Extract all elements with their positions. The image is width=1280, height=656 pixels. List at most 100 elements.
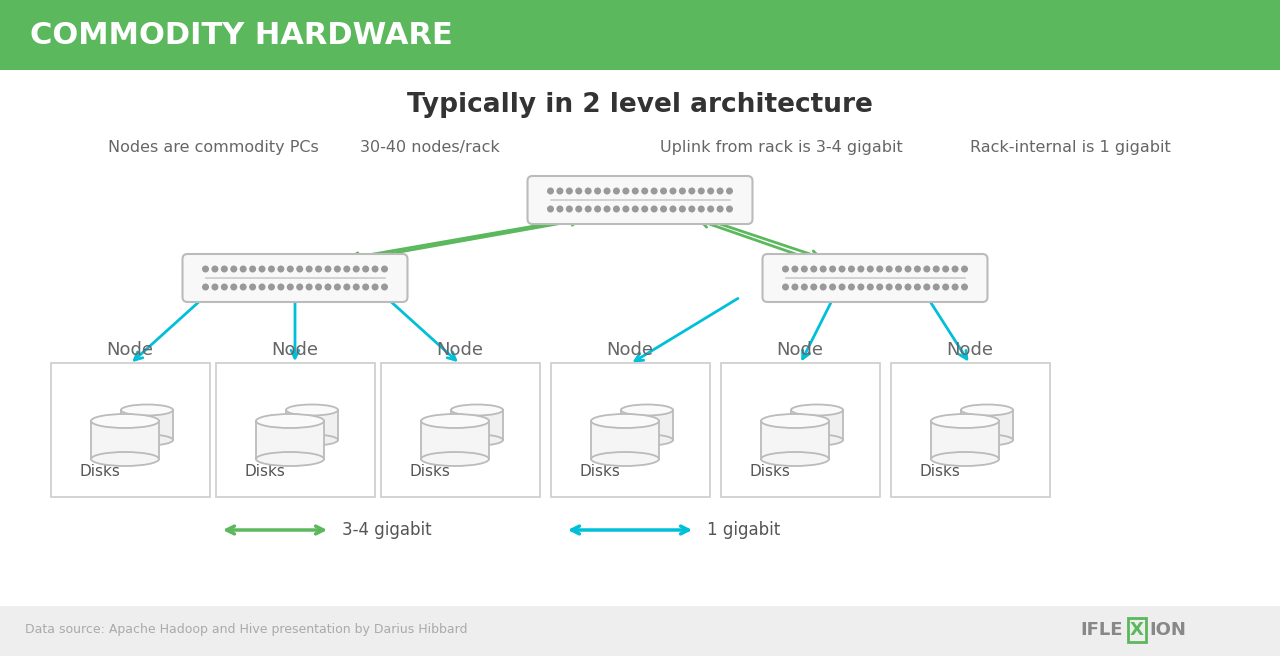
Circle shape <box>886 266 892 272</box>
FancyBboxPatch shape <box>931 421 998 459</box>
Ellipse shape <box>285 405 338 415</box>
Circle shape <box>877 284 882 290</box>
Circle shape <box>680 206 685 212</box>
FancyBboxPatch shape <box>91 421 159 459</box>
Circle shape <box>943 284 948 290</box>
FancyBboxPatch shape <box>527 176 753 224</box>
Circle shape <box>782 266 788 272</box>
Ellipse shape <box>931 414 998 428</box>
Circle shape <box>641 206 648 212</box>
Ellipse shape <box>591 414 659 428</box>
FancyBboxPatch shape <box>215 363 375 497</box>
Text: Node: Node <box>946 341 993 359</box>
FancyBboxPatch shape <box>791 410 844 440</box>
Ellipse shape <box>621 434 673 445</box>
Circle shape <box>792 266 797 272</box>
Circle shape <box>717 188 723 194</box>
FancyBboxPatch shape <box>256 421 324 459</box>
Circle shape <box>933 266 940 272</box>
FancyBboxPatch shape <box>0 0 1280 70</box>
Circle shape <box>660 206 667 212</box>
Ellipse shape <box>122 405 173 415</box>
Circle shape <box>915 284 920 290</box>
Circle shape <box>717 206 723 212</box>
Circle shape <box>849 266 854 272</box>
Circle shape <box>604 206 609 212</box>
Circle shape <box>689 206 695 212</box>
Ellipse shape <box>91 452 159 466</box>
Circle shape <box>905 266 911 272</box>
Ellipse shape <box>762 414 829 428</box>
Circle shape <box>924 284 929 290</box>
Text: Disks: Disks <box>244 464 285 480</box>
Circle shape <box>557 206 563 212</box>
Text: Disks: Disks <box>79 464 120 480</box>
Circle shape <box>576 188 581 194</box>
Text: Nodes are commodity PCs: Nodes are commodity PCs <box>108 140 319 155</box>
Circle shape <box>576 206 581 212</box>
Circle shape <box>585 206 591 212</box>
Circle shape <box>849 284 854 290</box>
Text: Data source: Apache Hadoop and Hive presentation by Darius Hibbard: Data source: Apache Hadoop and Hive pres… <box>26 623 467 636</box>
Circle shape <box>362 284 369 290</box>
Circle shape <box>727 188 732 194</box>
Text: IFLE: IFLE <box>1080 621 1123 639</box>
Circle shape <box>241 266 246 272</box>
Circle shape <box>585 188 591 194</box>
Circle shape <box>632 188 639 194</box>
Text: Node: Node <box>607 341 654 359</box>
Circle shape <box>896 266 901 272</box>
Circle shape <box>623 188 628 194</box>
Circle shape <box>567 206 572 212</box>
Ellipse shape <box>285 434 338 445</box>
Circle shape <box>221 284 227 290</box>
Circle shape <box>792 284 797 290</box>
Circle shape <box>820 284 826 290</box>
Ellipse shape <box>961 405 1012 415</box>
Circle shape <box>230 284 237 290</box>
Ellipse shape <box>122 434 173 445</box>
Circle shape <box>727 206 732 212</box>
Text: X: X <box>1130 621 1144 639</box>
Circle shape <box>708 188 713 194</box>
Circle shape <box>334 284 340 290</box>
FancyBboxPatch shape <box>380 363 539 497</box>
Ellipse shape <box>451 434 503 445</box>
Circle shape <box>269 266 274 272</box>
Circle shape <box>316 284 321 290</box>
Circle shape <box>306 266 312 272</box>
Text: 30-40 nodes/rack: 30-40 nodes/rack <box>360 140 499 155</box>
Circle shape <box>372 284 378 290</box>
Circle shape <box>933 284 940 290</box>
Ellipse shape <box>421 452 489 466</box>
FancyBboxPatch shape <box>763 254 987 302</box>
FancyBboxPatch shape <box>421 421 489 459</box>
Circle shape <box>652 188 657 194</box>
Circle shape <box>858 266 864 272</box>
Circle shape <box>782 284 788 290</box>
Circle shape <box>278 284 284 290</box>
Circle shape <box>801 266 808 272</box>
FancyBboxPatch shape <box>183 254 407 302</box>
FancyBboxPatch shape <box>762 421 829 459</box>
Circle shape <box>604 188 609 194</box>
Text: Disks: Disks <box>919 464 960 480</box>
Circle shape <box>288 266 293 272</box>
Circle shape <box>557 188 563 194</box>
Circle shape <box>924 266 929 272</box>
Circle shape <box>801 284 808 290</box>
Circle shape <box>623 206 628 212</box>
Text: Node: Node <box>271 341 319 359</box>
Text: Disks: Disks <box>410 464 451 480</box>
Circle shape <box>868 266 873 272</box>
Circle shape <box>641 188 648 194</box>
Circle shape <box>548 188 553 194</box>
Circle shape <box>212 266 218 272</box>
Ellipse shape <box>762 452 829 466</box>
Circle shape <box>250 266 256 272</box>
Circle shape <box>250 284 256 290</box>
Ellipse shape <box>791 434 844 445</box>
Circle shape <box>278 266 284 272</box>
Circle shape <box>372 266 378 272</box>
Ellipse shape <box>931 452 998 466</box>
